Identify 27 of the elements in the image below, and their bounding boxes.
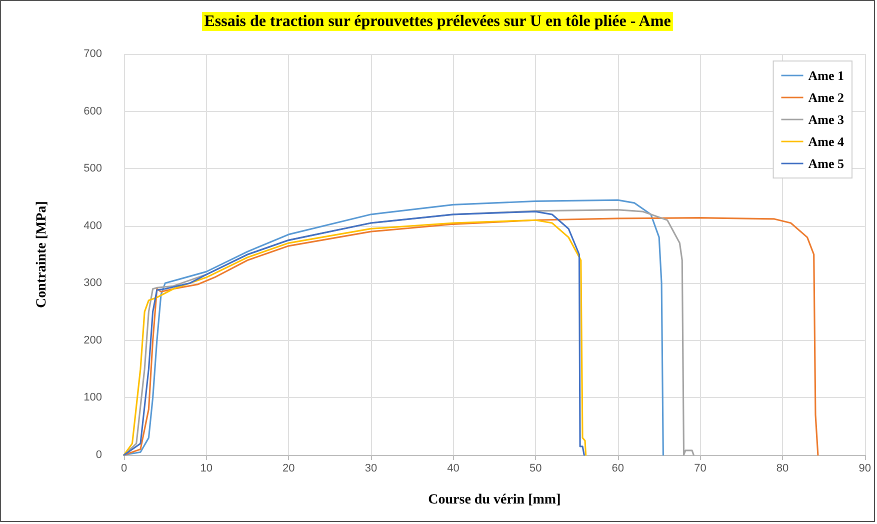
x-tick-label: 90 (858, 462, 872, 474)
x-tick-label: 80 (776, 462, 789, 474)
y-tick-label: 0 (96, 449, 102, 461)
x-tick-label: 20 (282, 462, 295, 474)
x-tick-label: 40 (447, 462, 460, 474)
legend-label: Ame 2 (808, 90, 844, 105)
y-tick-label: 600 (84, 105, 102, 118)
y-tick-label: 700 (84, 48, 102, 60)
y-tick-label: 200 (84, 334, 102, 346)
x-axis-title: Course du vérin [mm] (428, 492, 561, 508)
legend-label: Ame 1 (808, 68, 844, 83)
x-tick-label: 50 (529, 462, 542, 474)
legend-label: Ame 4 (808, 134, 844, 149)
x-tick-label: 10 (200, 462, 212, 474)
y-tick-label: 300 (84, 277, 102, 290)
y-tick-label: 500 (84, 162, 102, 175)
y-tick-label: 100 (84, 392, 102, 404)
chart-title: Essais de traction sur éprouvettes prélevées sur U en tôle pliée - Ame (202, 12, 673, 31)
y-tick-label: 400 (84, 220, 102, 232)
y-axis-title: Contrainte [MPa] (34, 201, 50, 308)
x-tick-label: 70 (694, 462, 706, 474)
line-series (123, 217, 819, 456)
x-tick-label: 60 (612, 462, 624, 474)
x-tick-label: 0 (120, 462, 128, 474)
x-tick-label: 30 (364, 462, 378, 474)
legend-label: Ame 3 (808, 112, 844, 127)
legend-label: Ame 5 (808, 156, 844, 171)
